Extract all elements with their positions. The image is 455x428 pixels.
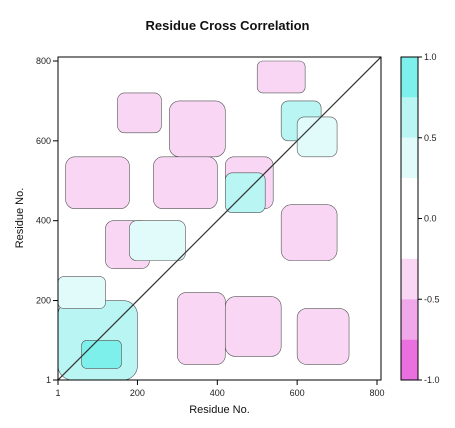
colorbar-tick-label: 0.5 — [424, 133, 437, 143]
correlation-region — [296, 116, 338, 158]
correlation-region — [153, 156, 218, 210]
colorbar-band — [401, 258, 418, 300]
correlation-region — [65, 156, 130, 210]
correlation-region — [129, 220, 186, 261]
y-tick-label: 400 — [36, 216, 51, 226]
correlation-region — [117, 92, 162, 134]
diagonal-line — [58, 57, 381, 380]
x-tick-label: 600 — [290, 388, 305, 398]
colorbar: 1.0 0.5 0.0 -0.5 -1.0 — [400, 52, 440, 385]
plot-area — [58, 57, 381, 380]
y-axis-label: Residue No. — [14, 187, 26, 249]
y-tick-label: 200 — [36, 296, 51, 306]
colorbar-band — [401, 339, 418, 380]
colorbar-tick-label: 0.0 — [424, 214, 437, 224]
x-tick-label: 200 — [130, 388, 145, 398]
colorbar-tick-label: -1.0 — [424, 375, 440, 385]
colorbar-band — [401, 57, 418, 98]
colorbar-band — [401, 97, 418, 138]
correlation-region — [296, 308, 350, 365]
colorbar-band — [401, 137, 418, 179]
correlation-region — [256, 60, 306, 94]
colorbar-band — [401, 178, 418, 259]
x-tick-label: 1 — [55, 388, 60, 398]
colorbar-tick-label: -0.5 — [424, 294, 440, 304]
correlation-region — [280, 204, 338, 261]
x-axis-label: Residue No. — [189, 404, 250, 416]
axes: 1 200 400 600 800 1 200 400 600 800 — [36, 56, 385, 398]
y-tick-label: 600 — [36, 136, 51, 146]
correlation-region — [169, 100, 226, 158]
correlation-region — [81, 340, 122, 369]
correlation-region — [58, 276, 106, 309]
correlation-region — [177, 292, 226, 365]
y-tick-label: 1 — [46, 375, 51, 385]
plot-frame — [57, 56, 382, 381]
x-tick-label: 800 — [369, 388, 384, 398]
y-tick-label: 800 — [36, 56, 51, 66]
correlation-region — [224, 296, 282, 357]
colorbar-band — [401, 299, 418, 340]
x-tick-label: 400 — [210, 388, 225, 398]
chart-title: Residue Cross Correlation — [145, 18, 310, 33]
colorbar-tick-label: 1.0 — [424, 52, 437, 62]
